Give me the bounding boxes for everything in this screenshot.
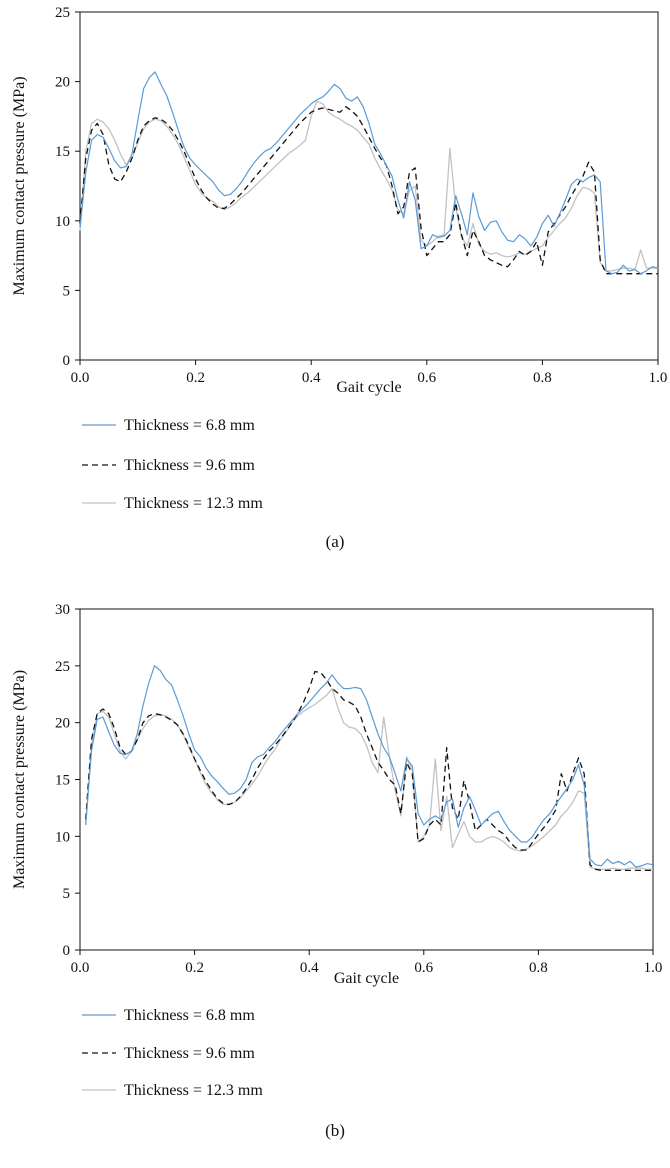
panel-b-x-tick-label: 1.0 [644, 960, 663, 976]
panel-a-plot-frame [79, 11, 659, 361]
panel-a-y-tick-label: 20 [55, 75, 70, 91]
panel-b-x-tick-label: 0.0 [71, 960, 90, 976]
panel-a-series-line-1 [79, 71, 659, 275]
panel-b-caption: (b) [325, 1121, 345, 1140]
panel-a-legend-label-2: Thickness = 9.6 mm [124, 457, 255, 474]
panel-a-series-line-2 [79, 106, 658, 275]
panel-a-legend-label-1: Thickness = 6.8 mm [124, 417, 255, 434]
panel-a-x-tick-label: 0.6 [417, 370, 436, 386]
panel-b-series-line-2 [85, 670, 653, 872]
panel-a-x-tick-label: 0.8 [533, 370, 552, 386]
panel-b-y-tick-label: 20 [55, 716, 70, 732]
panel-b-y-tick-label: 30 [55, 602, 70, 618]
panel-b-y-tick-label: 5 [63, 886, 71, 902]
panel-a-y-axis-label: Maximum contact pressure (MPa) [11, 76, 28, 295]
panel-b-x-tick-label: 0.2 [185, 960, 204, 976]
panel-b-y-tick-label: 15 [55, 773, 70, 789]
panel-a-x-axis-label: Gait cycle [336, 379, 401, 396]
panel-b-series-line-1 [85, 665, 654, 868]
panel-a-y-tick-label: 10 [55, 214, 70, 230]
panel-b-series-line-3 [85, 687, 653, 870]
panel-a-y-tick-label: 0 [63, 353, 71, 369]
panel-b-legend-label-3: Thickness = 12.3 mm [124, 1082, 263, 1099]
panel-a-chart: 0.0 0.2 0.4 0.6 0.8 1.0 0 5 10 15 20 25 Gait cycle Ma… [11, 5, 667, 551]
panel-a-x-tick-label: 0.2 [186, 370, 205, 386]
panel-a-y-tick-label: 25 [55, 5, 70, 21]
panel-b-y-tick-label: 25 [55, 659, 70, 675]
panel-a-y-tick-label: 15 [55, 144, 70, 160]
panel-a-y-tick-label: 5 [63, 283, 71, 299]
panel-a-caption: (a) [326, 532, 345, 551]
panel-b-y-tick-label: 10 [55, 829, 70, 845]
panel-b-x-tick-label: 0.6 [414, 960, 433, 976]
panel-b-x-tick-label: 0.8 [529, 960, 548, 976]
panel-b-plot-frame [79, 608, 654, 951]
panel-a-series-line-3 [79, 100, 658, 272]
panel-b-x-axis-label: Gait cycle [334, 970, 399, 987]
panel-b-legend-label-2: Thickness = 9.6 mm [124, 1045, 255, 1062]
panel-a-x-tick-label: 0.4 [302, 370, 321, 386]
panel-b-legend-label-1: Thickness = 6.8 mm [124, 1007, 255, 1024]
panel-a-x-tick-label: 0.0 [71, 370, 90, 386]
panel-b-y-tick-label: 0 [63, 943, 71, 959]
panel-a-x-tick-label: 1.0 [649, 370, 668, 386]
panel-a-legend-label-3: Thickness = 12.3 mm [124, 495, 263, 512]
panel-b-chart: 0.0 0.2 0.4 0.6 0.8 1.0 0 5 10 15 20 25 30 Gait cycle… [11, 602, 662, 1140]
panel-b-x-tick-label: 0.4 [300, 960, 319, 976]
panel-b-y-axis-label: Maximum contact pressure (MPa) [11, 670, 28, 889]
